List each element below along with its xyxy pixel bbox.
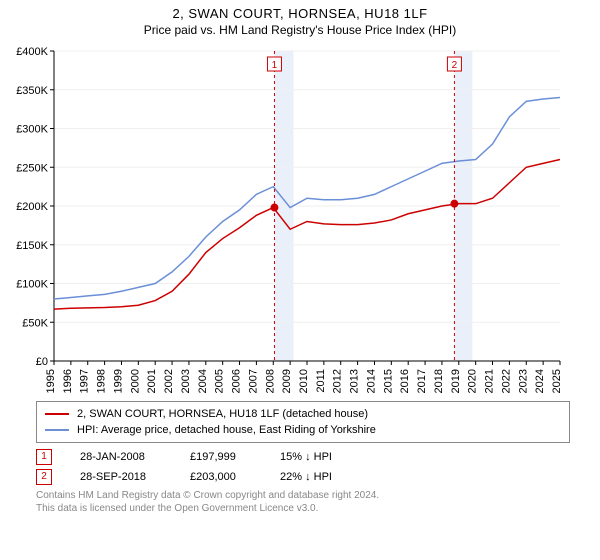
svg-text:2007: 2007 (247, 369, 259, 393)
svg-text:2005: 2005 (214, 369, 226, 393)
svg-text:2014: 2014 (365, 369, 377, 393)
svg-text:2004: 2004 (197, 369, 209, 393)
svg-text:£50K: £50K (22, 317, 48, 329)
price-chart: £0 £50K £100K £150K £200K £250K £300K £350K £400… (10, 41, 570, 401)
svg-text:£350K: £350K (16, 85, 48, 97)
sale-list: 1 28-JAN-2008 £197,999 15% ↓ HPI 2 28-SE… (36, 449, 570, 485)
svg-text:2023: 2023 (517, 369, 529, 393)
legend-label-property: 2, SWAN COURT, HORNSEA, HU18 1LF (detach… (77, 406, 368, 422)
chart-container: 2, SWAN COURT, HORNSEA, HU18 1LF Price p… (0, 0, 600, 560)
svg-text:1996: 1996 (62, 369, 74, 393)
sale-row: 1 28-JAN-2008 £197,999 15% ↓ HPI (36, 449, 570, 465)
svg-text:2022: 2022 (500, 369, 512, 393)
sale-row: 2 28-SEP-2018 £203,000 22% ↓ HPI (36, 469, 570, 485)
svg-text:2018: 2018 (433, 369, 445, 393)
sale-delta: 22% ↓ HPI (280, 471, 380, 483)
svg-text:1999: 1999 (112, 369, 124, 393)
svg-text:2025: 2025 (551, 369, 563, 393)
chart-subtitle: Price paid vs. HM Land Registry's House … (10, 23, 590, 37)
footnote-line: This data is licensed under the Open Gov… (36, 502, 570, 515)
svg-text:2021: 2021 (484, 369, 496, 393)
sale-marker-icon: 1 (36, 449, 52, 465)
footnote: Contains HM Land Registry data © Crown c… (36, 489, 570, 515)
svg-text:£150K: £150K (16, 240, 48, 252)
svg-text:1998: 1998 (96, 369, 108, 393)
svg-text:2000: 2000 (129, 369, 141, 393)
legend-label-hpi: HPI: Average price, detached house, East… (77, 422, 376, 438)
svg-text:£300K: £300K (16, 124, 48, 136)
svg-text:2003: 2003 (180, 369, 192, 393)
svg-text:2019: 2019 (450, 369, 462, 393)
legend-swatch-hpi (45, 429, 69, 431)
svg-text:2: 2 (452, 60, 458, 71)
svg-text:£0: £0 (36, 356, 48, 368)
svg-text:2009: 2009 (281, 369, 293, 393)
svg-text:2008: 2008 (264, 369, 276, 393)
svg-text:£200K: £200K (16, 201, 48, 213)
legend-row-property: 2, SWAN COURT, HORNSEA, HU18 1LF (detach… (45, 406, 561, 422)
svg-text:2010: 2010 (298, 369, 310, 393)
svg-text:1: 1 (272, 60, 278, 71)
sale-delta: 15% ↓ HPI (280, 451, 380, 463)
svg-text:2016: 2016 (399, 369, 411, 393)
svg-text:2024: 2024 (534, 369, 546, 393)
legend-box: 2, SWAN COURT, HORNSEA, HU18 1LF (detach… (36, 401, 570, 443)
svg-text:2011: 2011 (315, 369, 327, 393)
svg-text:2006: 2006 (231, 369, 243, 393)
svg-text:2020: 2020 (467, 369, 479, 393)
svg-text:2001: 2001 (146, 369, 158, 393)
sale-marker-icon: 2 (36, 469, 52, 485)
svg-text:£100K: £100K (16, 279, 48, 291)
svg-text:1997: 1997 (79, 369, 91, 393)
legend-row-hpi: HPI: Average price, detached house, East… (45, 422, 561, 438)
svg-text:2002: 2002 (163, 369, 175, 393)
sale-date: 28-JAN-2008 (80, 451, 190, 463)
svg-text:2012: 2012 (332, 369, 344, 393)
sale-price: £203,000 (190, 471, 280, 483)
svg-text:2013: 2013 (349, 369, 361, 393)
svg-text:£250K: £250K (16, 162, 48, 174)
svg-text:1995: 1995 (45, 369, 57, 393)
footnote-line: Contains HM Land Registry data © Crown c… (36, 489, 570, 502)
chart-title: 2, SWAN COURT, HORNSEA, HU18 1LF (10, 6, 590, 21)
sale-date: 28-SEP-2018 (80, 471, 190, 483)
sale-price: £197,999 (190, 451, 280, 463)
svg-text:£400K: £400K (16, 46, 48, 58)
legend-swatch-property (45, 413, 69, 415)
svg-text:2017: 2017 (416, 369, 428, 393)
svg-text:2015: 2015 (382, 369, 394, 393)
